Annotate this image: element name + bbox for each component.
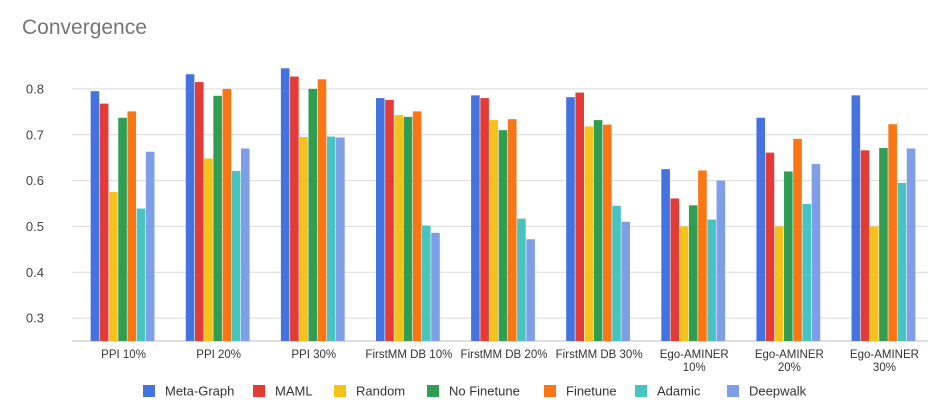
bar-deepwalk xyxy=(906,148,916,341)
bar-finetune xyxy=(603,124,612,342)
x-category-label: 20% xyxy=(778,362,801,374)
bar-maml xyxy=(480,98,489,341)
bar-deepwalk xyxy=(811,164,821,341)
bar-meta-graph xyxy=(280,68,290,342)
bar-maml xyxy=(194,82,204,342)
y-tick-label: 0.6 xyxy=(26,173,44,188)
x-category-label: PPI 20% xyxy=(196,349,241,361)
legend-label: Deepwalk xyxy=(749,384,807,399)
bar-deepwalk xyxy=(336,137,345,341)
chart-title: Convergence xyxy=(22,16,147,39)
y-tick-label: 0.8 xyxy=(26,81,44,96)
bar-maml xyxy=(290,76,299,342)
bar-no-finetune xyxy=(498,130,508,341)
bar-random xyxy=(394,115,403,342)
bar-meta-graph xyxy=(90,91,100,341)
bar-deepwalk xyxy=(621,221,631,341)
bar-maml xyxy=(575,92,585,341)
y-tick-label: 0.3 xyxy=(26,311,44,326)
bar-adamic xyxy=(326,136,336,341)
bar-random xyxy=(679,226,689,341)
bar-finetune xyxy=(698,170,707,341)
legend-label: Adamic xyxy=(657,384,701,399)
legend-swatch xyxy=(544,385,556,397)
legend-swatch xyxy=(253,385,265,397)
legend-swatch xyxy=(727,385,739,397)
bar-meta-graph xyxy=(471,95,480,341)
bar-random xyxy=(584,126,594,341)
bar-deepwalk xyxy=(526,239,535,341)
x-category-label: Ego-AMINER xyxy=(850,349,919,361)
bar-deepwalk xyxy=(240,148,250,341)
bar-maml xyxy=(860,150,870,341)
bar-maml xyxy=(765,152,775,341)
bar-no-finetune xyxy=(118,117,127,342)
bar-deepwalk xyxy=(431,232,440,341)
bar-no-finetune xyxy=(593,120,603,341)
bar-deepwalk xyxy=(145,151,155,341)
bar-maml xyxy=(670,198,680,341)
legend-label: No Finetune xyxy=(449,384,520,399)
bar-adamic xyxy=(612,205,621,341)
bar-finetune xyxy=(793,138,802,341)
x-category-label: PPI 10% xyxy=(101,349,146,361)
legend-label: Random xyxy=(356,384,405,399)
x-category-label: FirstMM DB 20% xyxy=(461,349,548,361)
bar-no-finetune xyxy=(213,95,222,342)
x-category-label: FirstMM DB 30% xyxy=(556,349,643,361)
bar-random xyxy=(109,192,118,341)
bar-random xyxy=(774,226,784,341)
legend-swatch xyxy=(334,385,346,397)
bar-no-finetune xyxy=(308,88,318,342)
x-category-label: Ego-AMINER xyxy=(660,349,729,361)
bar-maml xyxy=(99,103,109,341)
bar-no-finetune xyxy=(688,205,698,341)
bar-finetune xyxy=(222,88,232,342)
bar-maml xyxy=(385,99,394,342)
legend-swatch xyxy=(635,385,647,397)
x-category-label: 30% xyxy=(873,362,896,374)
bar-meta-graph xyxy=(566,97,575,342)
bar-meta-graph xyxy=(756,117,766,342)
bar-deepwalk xyxy=(716,180,726,341)
bar-finetune xyxy=(888,124,897,341)
x-category-label: Ego-AMINER xyxy=(755,349,824,361)
x-category-label: 10% xyxy=(683,362,706,374)
bar-meta-graph xyxy=(851,95,861,341)
bar-adamic xyxy=(802,203,812,341)
bar-adamic xyxy=(136,208,146,341)
bar-random xyxy=(869,226,879,341)
x-category-label: FirstMM DB 10% xyxy=(365,349,452,361)
bar-random xyxy=(299,137,308,341)
y-tick-label: 0.5 xyxy=(26,219,44,234)
bar-adamic xyxy=(707,219,716,341)
bar-random xyxy=(204,158,213,341)
legend-label: Meta-Graph xyxy=(165,384,234,399)
bar-adamic xyxy=(897,182,907,341)
bar-finetune xyxy=(412,111,422,341)
bar-meta-graph xyxy=(185,74,195,341)
legend-swatch xyxy=(427,385,439,397)
x-category-label: PPI 30% xyxy=(291,349,336,361)
bar-random xyxy=(489,120,499,341)
bar-adamic xyxy=(421,225,431,341)
bar-meta-graph xyxy=(375,98,385,341)
bar-adamic xyxy=(517,218,526,341)
y-tick-label: 0.7 xyxy=(26,127,44,142)
legend-swatch xyxy=(143,385,155,397)
bar-adamic xyxy=(231,170,241,341)
bar-no-finetune xyxy=(403,116,413,341)
legend-label: MAML xyxy=(275,384,313,399)
bar-meta-graph xyxy=(661,169,670,341)
bar-no-finetune xyxy=(784,171,793,341)
legend-label: Finetune xyxy=(566,384,617,399)
bar-finetune xyxy=(317,79,327,342)
bar-finetune xyxy=(507,119,517,342)
bar-finetune xyxy=(127,111,137,341)
bar-no-finetune xyxy=(879,148,888,341)
y-tick-label: 0.4 xyxy=(26,265,44,280)
